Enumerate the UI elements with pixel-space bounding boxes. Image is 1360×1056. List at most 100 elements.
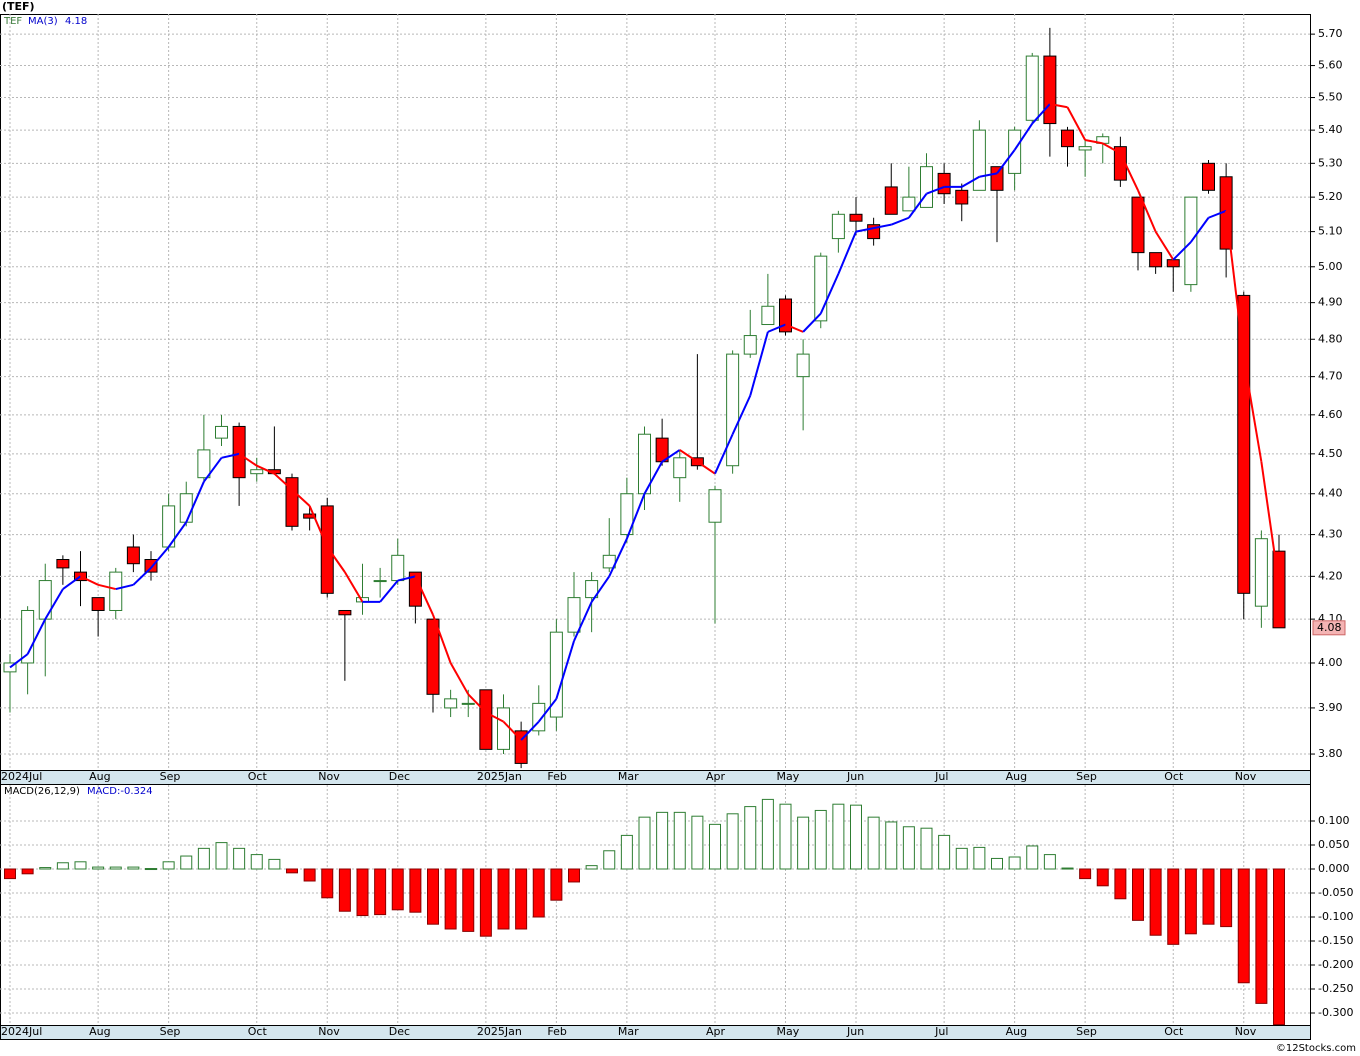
ma-line [449, 662, 470, 695]
macd-bar [92, 866, 105, 870]
ma-line [485, 711, 504, 723]
ma-line [679, 449, 698, 463]
x-tick-label: Feb [547, 1025, 566, 1038]
ma-line [1031, 103, 1051, 125]
macd-bar [197, 847, 210, 870]
macd-bar [145, 868, 157, 871]
y-tick-label: 0.000 [1318, 862, 1350, 875]
x-tick-label: Feb [547, 770, 566, 783]
candle-body [232, 425, 246, 479]
candle-body [1131, 196, 1145, 254]
candle-body [179, 493, 193, 523]
ma-line [150, 546, 170, 569]
macd-bar [761, 798, 774, 870]
macd-bar [991, 857, 1003, 870]
y-tick-label: 0.100 [1318, 814, 1350, 827]
candle-body [56, 559, 70, 569]
macd-bar [215, 842, 228, 870]
ma-line [890, 216, 910, 226]
ma-line [873, 223, 892, 230]
ma-line [837, 231, 857, 275]
macd-bar [1061, 867, 1074, 870]
y-tick-label: 5.10 [1318, 225, 1343, 238]
candle-body [849, 213, 863, 222]
candle-body [585, 580, 599, 599]
candle-body [3, 662, 17, 673]
ma-line [1102, 142, 1121, 155]
ma-line [1260, 461, 1280, 585]
macd-bar [585, 865, 598, 870]
candle-body [831, 213, 845, 240]
y-tick-label: -0.100 [1318, 910, 1353, 923]
ma-line [961, 175, 980, 188]
macd-bar [726, 813, 739, 870]
candle-body [497, 707, 510, 750]
ma-line [1190, 217, 1210, 243]
ma-line [926, 185, 945, 195]
macd-bar [127, 866, 140, 870]
macd-bar [1255, 868, 1268, 1004]
y-tick-label: -0.250 [1318, 982, 1353, 995]
macd-bar [1220, 868, 1233, 928]
legend-symbol: TEF [3, 16, 22, 27]
x-tick-label: Nov [318, 1025, 340, 1038]
candle-body [937, 172, 951, 195]
macd-bar [303, 868, 316, 882]
x-tick-label: Nov [1235, 1025, 1257, 1038]
candle-body [902, 196, 916, 212]
macd-bar [620, 834, 633, 870]
candle-body [303, 513, 317, 519]
x-tick-label: Apr [706, 1025, 726, 1038]
macd-bar [444, 868, 457, 930]
y-tick-label: 5.60 [1318, 59, 1343, 72]
x-tick-label: Oct [248, 1025, 268, 1038]
candle-body [673, 457, 687, 479]
macd-bar [973, 846, 986, 870]
macd-bar [109, 866, 122, 870]
candle-body [444, 698, 458, 709]
macd-bar [39, 867, 52, 870]
macd-bar [867, 816, 880, 870]
candle-body [990, 166, 1004, 191]
ma-line [1172, 241, 1192, 261]
macd-bar [603, 850, 616, 870]
x-tick-label: Aug [1006, 1025, 1027, 1038]
ma-line [467, 693, 487, 714]
macd-bar [673, 811, 686, 870]
x-tick-label: 2025Jan [477, 770, 522, 783]
ma-line [256, 464, 275, 475]
y-tick-label: 4.50 [1318, 447, 1343, 460]
price-tag [1312, 620, 1346, 636]
macd-bar [532, 868, 545, 918]
macd-bar [338, 868, 351, 912]
ma-line [1154, 231, 1175, 261]
macd-bar [691, 815, 704, 870]
macd-bar [1043, 854, 1056, 870]
candle-body [779, 298, 792, 333]
macd-bar [268, 858, 281, 870]
macd-bar [902, 826, 915, 870]
candle-body [126, 546, 140, 565]
x-tick-label: Oct [248, 770, 268, 783]
candle-body [1202, 162, 1215, 191]
ma-line [291, 488, 311, 507]
y-tick-label: -0.050 [1318, 886, 1353, 899]
macd-bar [1008, 856, 1021, 870]
y-tick-label: 4.00 [1318, 656, 1343, 669]
candle-body [197, 449, 211, 479]
macd-bar [1026, 845, 1039, 870]
y-tick-label: 3.80 [1318, 747, 1343, 760]
macd-bar [479, 868, 492, 937]
x-tick-label: Nov [318, 770, 340, 783]
ma-line [520, 720, 540, 741]
candle-body [884, 186, 898, 215]
macd-bar [56, 862, 69, 870]
candle-body [743, 335, 757, 355]
candle-body [320, 505, 334, 594]
ma-line [1049, 103, 1068, 109]
macd-bar [162, 861, 175, 870]
candle-body [920, 166, 933, 208]
ma-line [238, 453, 258, 467]
candle-body [620, 493, 634, 536]
